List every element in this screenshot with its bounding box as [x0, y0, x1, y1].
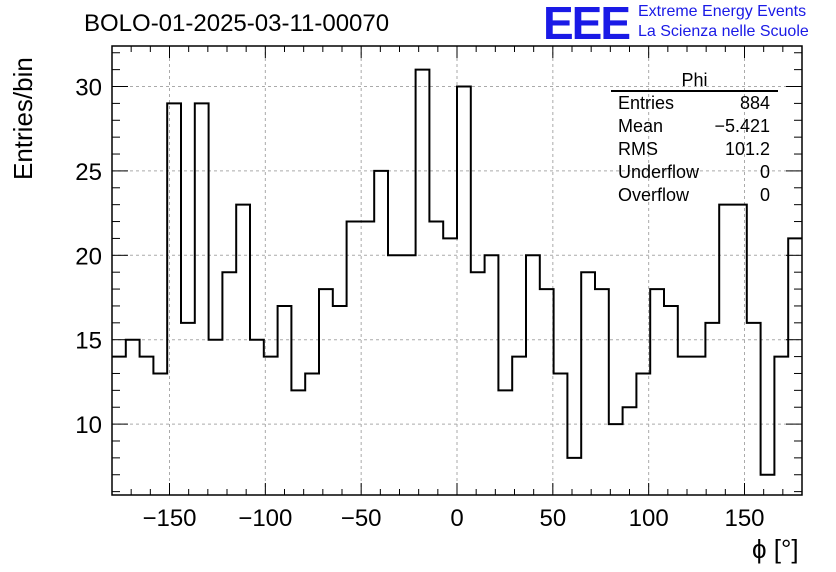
y-tick-label: 30 — [75, 75, 102, 102]
histogram-bin — [443, 238, 457, 495]
histogram-bin — [195, 103, 209, 495]
stats-value: 884 — [739, 93, 770, 113]
stats-value: 0 — [759, 162, 770, 182]
x-tick-label: −150 — [142, 505, 196, 532]
histogram-bin — [774, 357, 788, 495]
histogram-bin — [278, 306, 292, 495]
histogram-bin — [374, 171, 388, 495]
histogram-bin — [236, 205, 250, 495]
histogram-bin — [485, 255, 499, 495]
histogram-bin — [719, 205, 733, 495]
stats-value: 0 — [759, 185, 770, 205]
plot-title: BOLO-01-2025-03-11-00070 — [84, 10, 390, 37]
histogram-bin — [609, 424, 623, 495]
histogram-bin — [305, 373, 319, 495]
stats-key: Entries — [618, 93, 675, 113]
histogram-bin — [471, 272, 485, 495]
histogram-bin — [181, 323, 195, 495]
histogram-bin — [140, 357, 154, 495]
histogram-bin — [209, 340, 223, 495]
histogram-bin — [153, 373, 167, 495]
histogram-bin — [222, 272, 236, 495]
y-tick-label: 25 — [75, 159, 102, 186]
logo-line-1: Extreme Energy Events — [638, 3, 807, 20]
stats-key: Mean — [618, 116, 664, 136]
histogram-bin — [360, 222, 374, 495]
stats-key: Overflow — [618, 185, 690, 205]
stats-value: 101.2 — [724, 139, 770, 159]
y-tick-label: 15 — [75, 328, 102, 355]
histogram-bin — [319, 289, 333, 495]
x-tick-label: 0 — [450, 505, 463, 532]
stats-key: Underflow — [618, 162, 700, 182]
histogram-bin — [526, 255, 540, 495]
histogram-bin — [650, 289, 664, 495]
x-axis-label: ϕ [°] — [752, 534, 799, 564]
histogram-bin — [747, 323, 761, 495]
histogram-bin — [333, 306, 347, 495]
histogram-bin — [581, 272, 595, 495]
y-tick-label: 10 — [75, 412, 102, 439]
x-tick-label: 50 — [539, 505, 566, 532]
histogram-bin — [595, 289, 609, 495]
histogram-bin — [788, 238, 802, 495]
histogram-bin — [388, 255, 402, 495]
eee-logo: EEE — [543, 0, 631, 49]
y-tick-label: 20 — [75, 243, 102, 270]
histogram-bin — [623, 407, 637, 495]
stats-row-overflow: Overflow 0 — [611, 184, 778, 207]
logo-line-2: La Scienza nelle Scuole — [638, 23, 809, 40]
histogram-bin — [347, 222, 361, 495]
histogram-bin — [540, 289, 554, 495]
histogram-bin — [264, 357, 278, 495]
stats-title: Phi — [611, 70, 778, 92]
histogram-bin — [554, 373, 568, 495]
stats-row-rms: RMS 101.2 — [611, 138, 778, 161]
x-tick-label: −50 — [341, 505, 382, 532]
histogram-bin — [498, 390, 512, 495]
histogram-series — [112, 68, 802, 476]
histogram-bin — [112, 357, 126, 495]
histogram-bin — [733, 205, 747, 495]
x-tick-label: 150 — [724, 505, 764, 532]
stats-value: −5.421 — [714, 116, 770, 136]
histogram-bin — [512, 357, 526, 495]
histogram-bin — [567, 458, 581, 495]
stats-row-mean: Mean −5.421 — [611, 115, 778, 138]
stats-row-underflow: Underflow 0 — [611, 161, 778, 184]
stats-box: Phi Entries 884 Mean −5.421 RMS 101.2 Un… — [611, 70, 778, 207]
x-tick-label: −100 — [238, 505, 292, 532]
histogram-bin — [636, 373, 650, 495]
histogram-bin — [402, 255, 416, 495]
logo-caption: Extreme Energy Events La Scienza nelle S… — [638, 2, 809, 42]
histogram-bin — [678, 357, 692, 495]
y-axis-label: Entries/bin — [8, 57, 38, 180]
stats-row-entries: Entries 884 — [611, 92, 778, 115]
x-tick-label: 100 — [629, 505, 669, 532]
histogram-bin — [457, 87, 471, 495]
histogram-bin — [664, 306, 678, 495]
histogram-bin — [705, 323, 719, 495]
histogram-bin — [429, 222, 443, 495]
histogram-bin — [761, 475, 775, 495]
histogram-bin — [291, 390, 305, 495]
histogram-bin — [250, 340, 264, 495]
stats-key: RMS — [618, 139, 658, 159]
histogram-bin — [126, 340, 140, 495]
histogram-bin — [692, 357, 706, 495]
histogram-bin — [416, 70, 430, 495]
